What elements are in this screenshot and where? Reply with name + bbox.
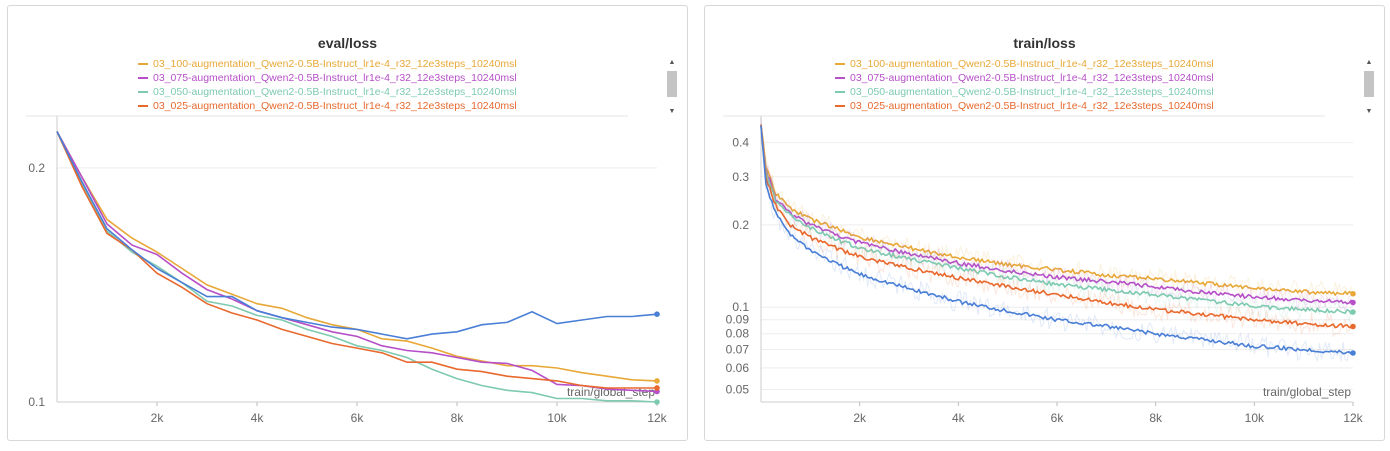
series-raw-line bbox=[760, 133, 1352, 363]
legend-swatch bbox=[835, 105, 845, 107]
legend-swatch bbox=[835, 91, 845, 93]
legend-label: 03_025-augmentation_Qwen2-0.5B-Instruct_… bbox=[850, 100, 1214, 112]
eval-loss-panel: 0.1 0.2 2k 4k 6k 8k 10k 12k train/global_step ev… bbox=[7, 5, 688, 441]
series-line bbox=[760, 124, 1354, 297]
series-line bbox=[760, 126, 1354, 305]
series-endpoint bbox=[654, 385, 660, 391]
legend-swatch bbox=[835, 63, 845, 65]
scroll-up-icon[interactable]: ▲ bbox=[668, 59, 676, 66]
x-tick-label: 12k bbox=[1343, 411, 1363, 425]
x-tick-label: 8k bbox=[1149, 411, 1163, 425]
series-raw-line bbox=[760, 134, 1352, 304]
eval-loss-chart: 0.1 0.2 2k 4k 6k 8k 10k 12k train/global_step bbox=[26, 115, 668, 425]
scroll-down-icon[interactable]: ▼ bbox=[1365, 108, 1373, 115]
legend-label: 03_075-augmentation_Qwen2-0.5B-Instruct_… bbox=[850, 72, 1214, 84]
scroll-thumb[interactable] bbox=[1364, 71, 1374, 97]
legend-entry[interactable]: 03_075-augmentation_Qwen2-0.5B-Instruct_… bbox=[138, 71, 517, 85]
series-line bbox=[56, 131, 658, 340]
chart-title: train/loss bbox=[1013, 35, 1076, 51]
y-tick-label: 0.1 bbox=[732, 300, 749, 314]
legend-scrollbar[interactable]: ▲ ▼ bbox=[1363, 58, 1375, 116]
y-tick-label: 0.09 bbox=[726, 313, 750, 327]
chart-legend: 03_100-augmentation_Qwen2-0.5B-Instruct_… bbox=[138, 57, 517, 113]
legend-entry[interactable]: 03_050-augmentation_Qwen2-0.5B-Instruct_… bbox=[138, 85, 517, 99]
series-endpoint bbox=[1350, 323, 1356, 330]
legend-swatch bbox=[835, 77, 845, 79]
scroll-thumb[interactable] bbox=[667, 71, 677, 97]
legend-label: 03_050-augmentation_Qwen2-0.5B-Instruct_… bbox=[850, 86, 1214, 98]
scroll-up-icon[interactable]: ▲ bbox=[1365, 59, 1373, 66]
legend-scrollbar[interactable]: ▲ ▼ bbox=[666, 58, 678, 116]
series-raw-line bbox=[760, 122, 1352, 322]
train-loss-chart: 0.05 0.06 0.07 0.080.090.1 0.2 0.3 0.4 2k 4k 6k 8k… bbox=[723, 115, 1364, 425]
legend-entry[interactable]: 03_025-augmentation_Qwen2-0.5B-Instruct_… bbox=[835, 99, 1214, 113]
x-tick-label: 10k bbox=[547, 411, 567, 425]
legend-entry[interactable]: 03_025-augmentation_Qwen2-0.5B-Instruct_… bbox=[138, 99, 517, 113]
x-tick-label: 6k bbox=[351, 411, 365, 425]
y-tick-label: 0.1 bbox=[28, 395, 45, 409]
series-endpoint bbox=[1350, 350, 1356, 356]
series-raw-line bbox=[760, 128, 1352, 338]
y-tick-label: 0.3 bbox=[732, 170, 749, 184]
x-tick-label: 8k bbox=[451, 411, 465, 425]
y-tick-label: 0.06 bbox=[726, 361, 750, 375]
y-tick-label: 0.2 bbox=[732, 218, 749, 232]
legend-label: 03_025-augmentation_Qwen2-0.5B-Instruct_… bbox=[153, 100, 517, 112]
x-tick-label: 10k bbox=[1245, 411, 1265, 425]
x-tick-label: 6k bbox=[1051, 411, 1065, 425]
legend-entry[interactable]: 03_100-augmentation_Qwen2-0.5B-Instruct_… bbox=[138, 57, 517, 71]
legend-entry[interactable]: 03_075-augmentation_Qwen2-0.5B-Instruct_… bbox=[835, 71, 1214, 85]
series-endpoint bbox=[654, 378, 660, 384]
series-endpoint bbox=[1350, 290, 1356, 297]
y-tick-label: 0.2 bbox=[28, 161, 45, 175]
series-line bbox=[56, 131, 658, 382]
legend-swatch bbox=[138, 77, 148, 79]
series-line bbox=[56, 131, 658, 403]
series-line bbox=[56, 131, 657, 389]
legend-entry[interactable]: 03_050-augmentation_Qwen2-0.5B-Instruct_… bbox=[835, 85, 1214, 99]
series-endpoint bbox=[1350, 309, 1356, 315]
x-axis-label: train/global_step bbox=[567, 385, 655, 399]
series-raw-line bbox=[760, 117, 1352, 312]
legend-label: 03_100-augmentation_Qwen2-0.5B-Instruct_… bbox=[850, 58, 1214, 70]
legend-entry[interactable]: 03_100-augmentation_Qwen2-0.5B-Instruct_… bbox=[835, 57, 1214, 71]
x-tick-label: 2k bbox=[151, 411, 165, 425]
legend-label: 03_100-augmentation_Qwen2-0.5B-Instruct_… bbox=[153, 58, 517, 70]
series-endpoint bbox=[1350, 299, 1356, 306]
legend-swatch bbox=[138, 91, 148, 93]
series-line bbox=[760, 124, 1354, 329]
y-tick-label: 0.08 bbox=[726, 327, 750, 341]
series-endpoint bbox=[654, 399, 660, 405]
scroll-down-icon[interactable]: ▼ bbox=[668, 108, 676, 115]
x-tick-label: 2k bbox=[853, 411, 867, 425]
y-tick-label: 0.07 bbox=[726, 343, 750, 357]
series-endpoint bbox=[654, 311, 660, 317]
chart-title: eval/loss bbox=[317, 35, 378, 51]
series-line bbox=[56, 131, 658, 393]
legend-swatch bbox=[138, 105, 148, 107]
series-line bbox=[760, 125, 1354, 355]
legend-swatch bbox=[138, 63, 148, 65]
x-tick-label: 4k bbox=[251, 411, 265, 425]
legend-label: 03_050-augmentation_Qwen2-0.5B-Instruct_… bbox=[153, 86, 517, 98]
y-tick-label: 0.05 bbox=[726, 382, 750, 396]
y-tick-label: 0.4 bbox=[732, 136, 749, 150]
x-axis-label: train/global_step bbox=[1263, 385, 1351, 399]
x-tick-label: 4k bbox=[952, 411, 966, 425]
train-loss-panel: 0.05 0.06 0.07 0.08 0.09 0.1 0.2 0.3 0.4 2k 4k 6k 8k… bbox=[704, 5, 1385, 441]
legend-label: 03_075-augmentation_Qwen2-0.5B-Instruct_… bbox=[153, 72, 517, 84]
x-tick-label: 12k bbox=[647, 411, 667, 425]
series-line bbox=[760, 127, 1354, 315]
chart-legend: 03_100-augmentation_Qwen2-0.5B-Instruct_… bbox=[835, 57, 1214, 113]
